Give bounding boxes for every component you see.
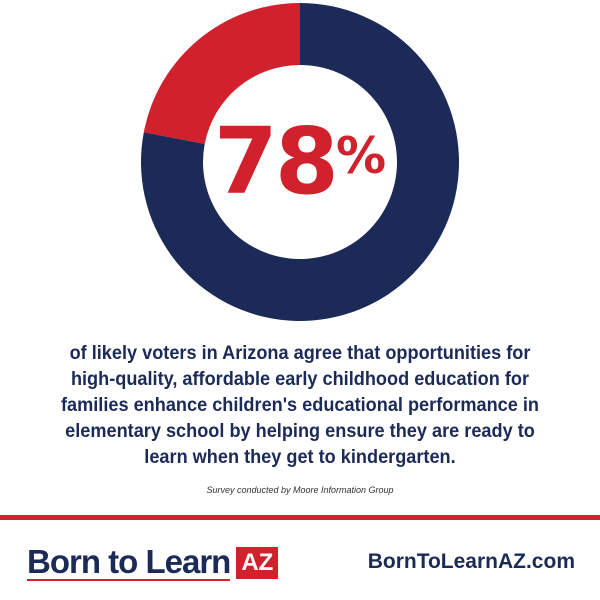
divider [0,515,600,520]
logo-text: Born to Learn [27,543,231,581]
website-link[interactable]: BornToLearnAZ.com [367,550,575,573]
born-to-learn-logo: Born to Learn AZ [27,543,279,581]
logo-badge: AZ [236,547,279,579]
donut-chart [141,2,459,321]
center-percentage: 78% [213,108,387,215]
source-note: Survey conducted by Moore Information Gr… [206,485,394,495]
donut-slice-other [143,2,300,144]
donut-slice-agree [141,3,459,321]
statement-text: of likely voters in Arizona agree that o… [61,342,539,468]
